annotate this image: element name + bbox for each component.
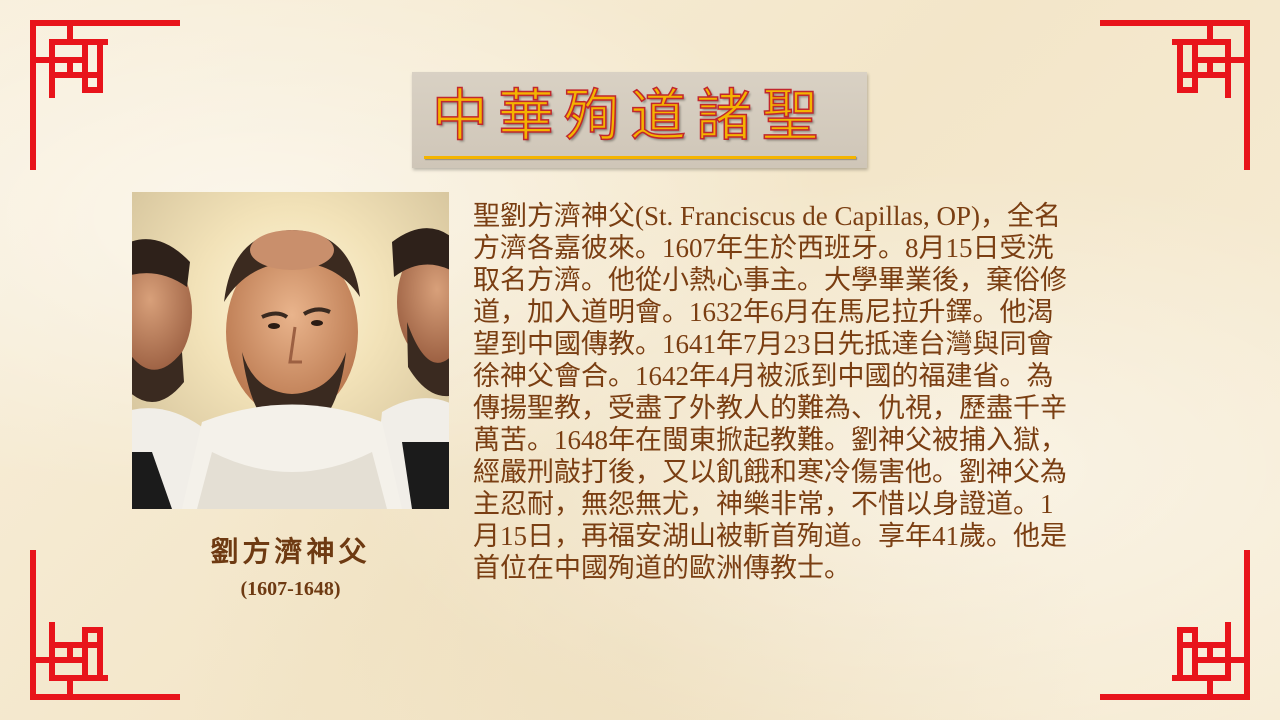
bio-line: 萬苦。1648年在閩東掀起教難。劉神父被捕入獄， bbox=[473, 425, 1067, 455]
corner-ornament-icon bbox=[30, 20, 180, 170]
corner-ornament-bottom-right bbox=[1100, 550, 1250, 700]
title-banner: 中華殉道諸聖 bbox=[412, 72, 867, 168]
bio-line: 主忍耐，無怨無尤，神樂非常，不惜以身證道。1 bbox=[473, 489, 1054, 519]
bio-line: 望到中國傳教。1641年7月23日先抵達台灣與同會 bbox=[473, 329, 1054, 359]
corner-ornament-icon bbox=[30, 550, 180, 700]
bio-line: 方濟各嘉彼來。1607年生於西班牙。8月15日受洗 bbox=[473, 233, 1054, 263]
bio-line: 首位在中國殉道的歐洲傳教士。 bbox=[473, 553, 851, 583]
bio-line: 傳揚聖教，受盡了外教人的難為、仇視，歷盡千辛 bbox=[473, 393, 1067, 423]
corner-ornament-top-left bbox=[30, 20, 180, 170]
corner-ornament-top-right bbox=[1100, 20, 1250, 170]
bio-line: 徐神父會合。1642年4月被派到中國的福建省。為 bbox=[473, 361, 1054, 391]
saint-portrait-image bbox=[132, 192, 449, 509]
biography-text: 聖劉方濟神父(St. Franciscus de Capillas, OP)，全… bbox=[473, 200, 1188, 584]
title-underline bbox=[424, 156, 856, 159]
bio-line: 月15日，再福安湖山被斬首殉道。享年41歲。他是 bbox=[473, 521, 1067, 551]
saint-years-caption: (1607-1648) bbox=[240, 578, 341, 600]
corner-ornament-icon bbox=[1100, 550, 1250, 700]
saint-name-caption: 劉方濟神父 bbox=[210, 535, 371, 568]
bio-line: 聖劉方濟神父(St. Franciscus de Capillas, OP)，全… bbox=[473, 201, 1061, 231]
corner-ornament-icon bbox=[1100, 20, 1250, 170]
bio-line: 道，加入道明會。1632年6月在馬尼拉升鐸。他渴 bbox=[473, 297, 1054, 327]
corner-ornament-bottom-left bbox=[30, 550, 180, 700]
bio-line: 經嚴刑敲打後，又以飢餓和寒冷傷害他。劉神父為 bbox=[473, 457, 1067, 487]
bio-line: 取名方濟。他從小熱心事主。大學畢業後，棄俗修 bbox=[473, 265, 1067, 295]
page-title: 中華殉道諸聖 bbox=[431, 83, 828, 150]
